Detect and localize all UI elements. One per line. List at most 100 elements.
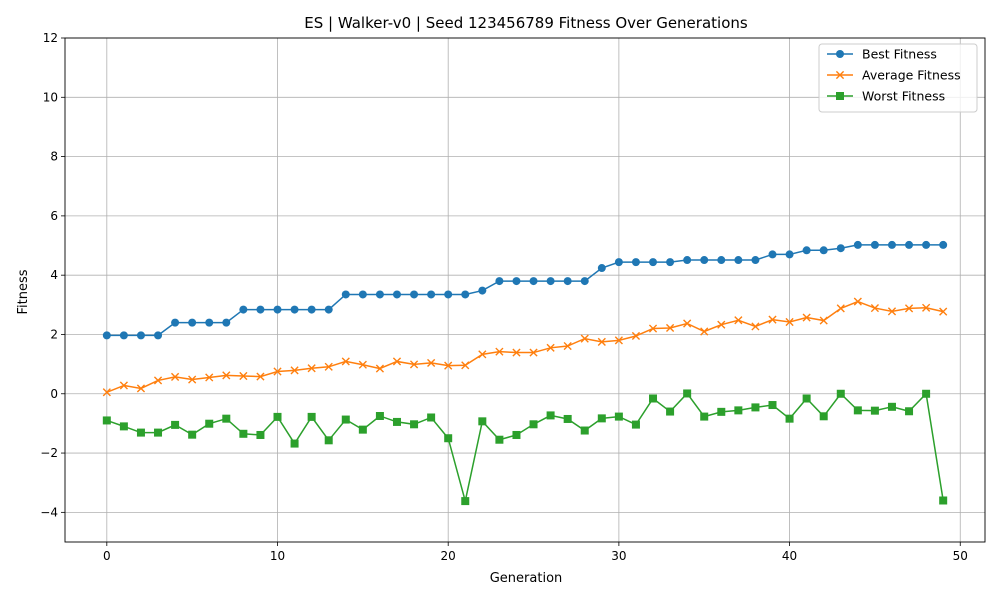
data-point [478,286,487,295]
data-point [666,407,675,416]
data-point [444,434,453,443]
data-point [410,420,419,429]
data-point [700,412,709,421]
data-point [734,256,743,265]
series-line [106,300,944,393]
data-point [375,364,385,373]
data-point [887,240,896,249]
data-point [307,364,316,373]
data-point [512,277,521,286]
data-point [307,305,316,314]
data-point [427,358,436,368]
data-point [768,401,777,410]
data-point [392,290,401,299]
x-axis-label: Generation [490,571,563,586]
data-point [273,367,282,376]
data-point [802,313,811,322]
data-point [939,496,948,505]
legend: Best Fitness Average Fitness Worst Fitness [818,43,978,113]
data-point [768,250,777,259]
data-point [631,258,640,267]
data-point [375,290,384,299]
data-point [341,415,350,424]
series-2 [102,297,948,397]
data-point [614,258,623,267]
data-point [461,290,470,299]
data-point [802,394,811,403]
data-point [222,414,231,423]
data-point [819,412,828,421]
data-point [136,331,145,340]
y-tick-label: 0 [50,387,58,401]
data-point [717,256,726,265]
data-point [427,290,436,299]
data-point [341,290,350,299]
data-point [256,305,265,314]
data-point [870,406,879,415]
legend-label: Best Fitness [862,47,937,62]
data-point [136,428,145,437]
data-point [136,384,146,393]
legend-label: Worst Fitness [862,89,945,104]
data-point [273,412,282,421]
data-point [461,361,470,370]
data-point [836,244,845,253]
x-tick-label: 10 [270,549,285,563]
data-point [495,435,504,444]
data-point [119,331,128,340]
x-tick-label: 40 [782,549,797,563]
data-point [785,317,794,327]
x-tick-label: 30 [611,549,626,563]
data-point [290,439,299,448]
legend-entry: Average Fitness [827,68,961,83]
x-tick-label: 0 [103,549,111,563]
data-point [222,371,231,380]
data-point [410,290,419,299]
data-point [853,240,862,249]
data-point [170,372,180,381]
data-point [717,407,726,416]
data-point [290,366,299,375]
data-point [512,348,521,357]
data-point [870,240,879,249]
data-point [478,417,487,426]
data-point [580,334,589,343]
y-tick-label: −4 [40,505,58,519]
data-point [529,348,538,357]
series-1 [102,240,948,340]
y-tick-label: −2 [40,446,58,460]
data-point [153,376,163,385]
data-point [188,430,197,439]
data-point [358,360,367,369]
data-point [922,240,931,249]
legend-marker [836,92,844,100]
data-point [478,350,487,359]
series-3 [102,389,948,506]
data-point [563,277,572,286]
data-point [751,403,760,412]
y-tick-label: 4 [50,268,58,282]
data-point [597,414,606,423]
legend-entry: Worst Fitness [827,89,945,104]
data-point [802,246,811,255]
data-point [341,357,350,366]
data-point [922,389,931,398]
data-point [580,277,589,286]
data-point [853,297,862,306]
data-point [905,407,914,416]
data-point [785,250,794,259]
data-point [939,307,948,316]
y-axis-label: Fitness [16,269,31,314]
data-point [392,357,402,366]
data-point [922,303,931,312]
data-point [905,240,914,249]
data-point [239,429,248,438]
data-point [324,305,333,314]
legend-entry: Best Fitness [827,47,937,62]
y-tick-label: 12 [43,31,58,45]
data-point [819,246,828,255]
data-point [324,362,333,371]
data-point [649,394,658,403]
data-point [666,258,675,267]
